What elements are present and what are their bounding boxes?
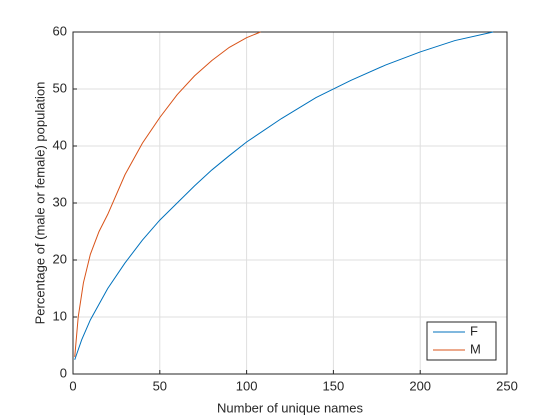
x-axis-label: Number of unique names (217, 400, 363, 415)
x-tick-label: 50 (153, 378, 167, 393)
x-tick-label: 100 (236, 378, 258, 393)
axes-box (72, 31, 508, 375)
y-axis-label: Percentage of (male or female) populatio… (32, 82, 47, 325)
line (74, 31, 261, 357)
y-tick-label: 40 (53, 137, 67, 152)
y-tick-label: 0 (60, 365, 67, 380)
y-tick-label: 60 (53, 23, 67, 38)
y-tick-label: 30 (53, 194, 67, 209)
y-tick-label: 50 (53, 80, 67, 95)
legend-label: M (470, 341, 481, 356)
x-tick-label: 200 (409, 378, 431, 393)
y-tick-label: 10 (53, 308, 67, 323)
x-tick-label: 150 (323, 378, 345, 393)
legend-label: F (470, 323, 478, 338)
x-tick-label: 0 (69, 378, 76, 393)
line (74, 31, 494, 360)
legend-box (426, 321, 497, 361)
y-tick-label: 20 (53, 251, 67, 266)
x-tick-label: 250 (496, 378, 518, 393)
